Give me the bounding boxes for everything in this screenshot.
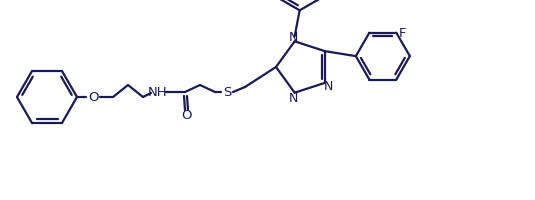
Text: O: O xyxy=(88,91,98,104)
Text: NH: NH xyxy=(148,86,168,99)
Text: N: N xyxy=(324,80,334,93)
Text: N: N xyxy=(288,91,298,104)
Text: S: S xyxy=(223,86,231,99)
Text: F: F xyxy=(399,27,406,40)
Text: O: O xyxy=(181,109,191,122)
Text: N: N xyxy=(288,31,298,44)
